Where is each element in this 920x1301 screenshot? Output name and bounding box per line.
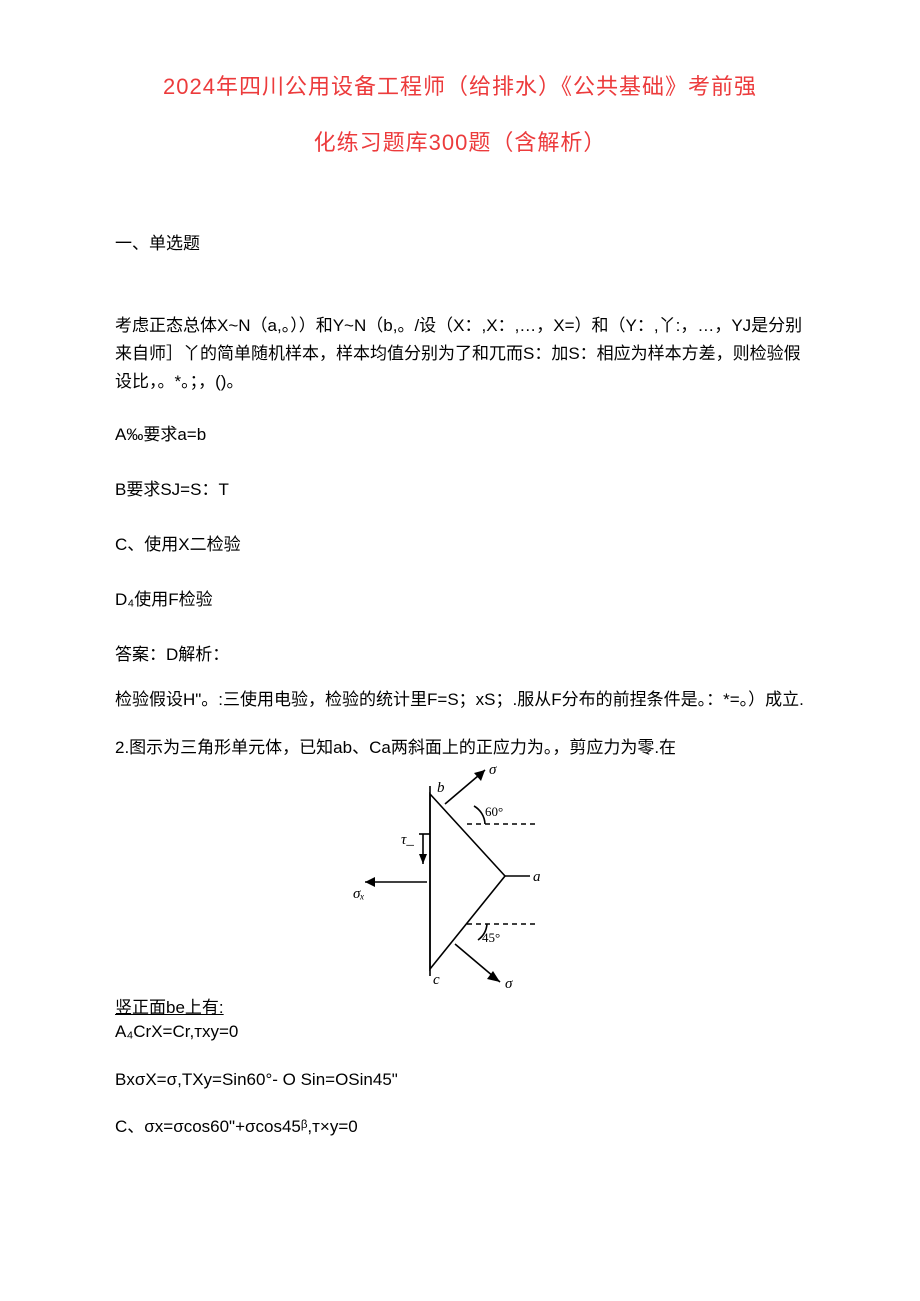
label-a: a	[533, 869, 541, 885]
q2-option-c: C、σx=σcos60"+σcos45ᵝ,т×y=0	[115, 1112, 805, 1137]
q2-underline-text: 竖正面be上有:	[115, 998, 224, 1017]
q1-option-b: B要求SJ=S：T	[115, 475, 805, 500]
triangle-stress-diagram: σ σ σₓ τ_ b c a 60° 45°	[335, 764, 585, 994]
q1-stem: 考虑正态总体X~N（a,。））和Y~N（b,。/设（X：,X：,…，X=）和（Y…	[115, 312, 805, 396]
doc-title-line2: 化练习题库300题（含解析）	[115, 125, 805, 157]
doc-title-line1: 2024年四川公用设备工程师（给排水）《公共基础》考前强	[115, 70, 805, 103]
label-45: 45°	[482, 930, 500, 945]
q2-diagram-container: σ σ σₓ τ_ b c a 60° 45°	[115, 764, 805, 994]
q2-option-a: A₄CrX=Cr,тxy=0	[115, 1022, 238, 1041]
label-sigma-x: σₓ	[353, 886, 365, 902]
q1-option-c: C、使用X二检验	[115, 530, 805, 555]
label-b: b	[437, 780, 445, 796]
section-heading: 一、单选题	[115, 229, 805, 254]
q2-stem: 2.图示为三角形单元体，已知ab、Ca两斜面上的正应力为。，剪应力为零.在	[115, 735, 805, 761]
label-c: c	[433, 972, 440, 988]
q2-after-diagram: 竖正面be上有: A₄CrX=Cr,тxy=0	[115, 996, 805, 1044]
label-tau: τ_	[401, 832, 414, 848]
label-sigma-bot: σ	[505, 976, 513, 992]
q2-option-b: BxσX=σ,TXy=Sin60°- Ο Sin=OSin45"	[115, 1070, 805, 1090]
q1-option-d: D₄使用F检验	[115, 585, 805, 610]
q1-explanation: 检验假设H"。:三使用电验，检验的统计里F=S；xS；.服从F分布的前捏条件是。…	[115, 687, 805, 713]
q1-answer: 答案：D解析：	[115, 640, 805, 665]
label-sigma-top: σ	[489, 764, 497, 778]
q1-option-a: A‰要求a=b	[115, 420, 805, 445]
label-60: 60°	[485, 804, 503, 819]
